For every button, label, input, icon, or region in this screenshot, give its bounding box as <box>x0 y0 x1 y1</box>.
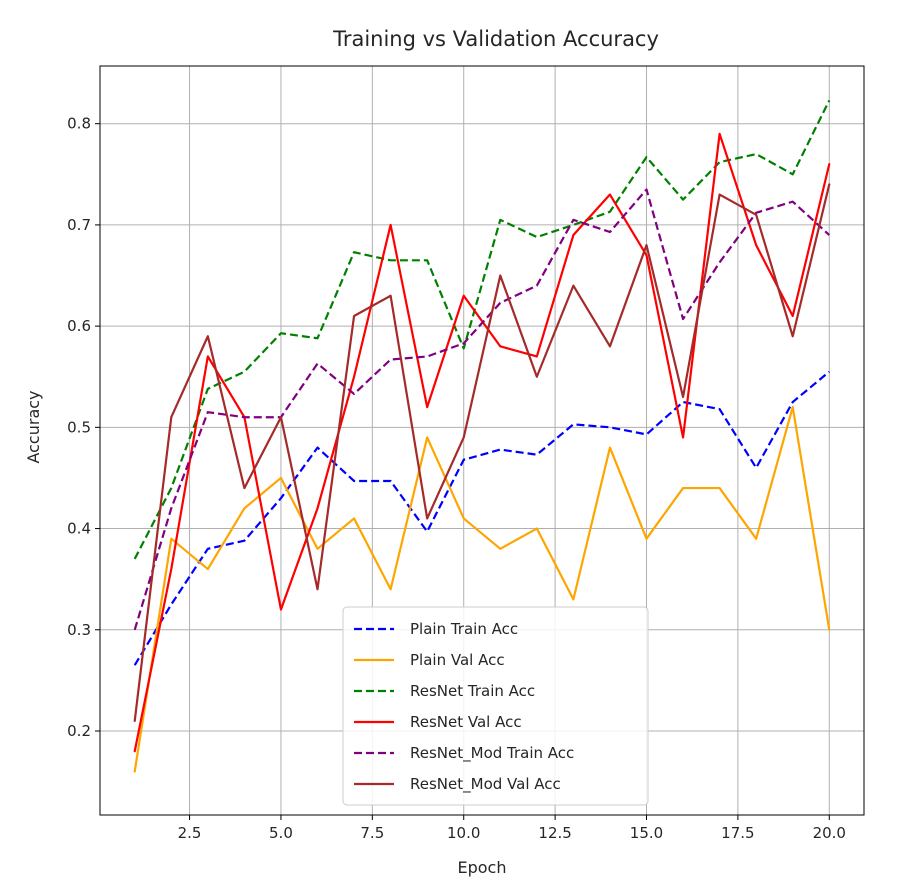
x-tick-label: 10.0 <box>447 824 480 842</box>
plot-frame <box>99 65 865 816</box>
series-line-5 <box>133 188 831 631</box>
y-tick-label: 0.3 <box>67 621 91 639</box>
plot-lines <box>133 99 831 773</box>
series-line-1 <box>133 370 830 666</box>
series-line-6 <box>133 183 831 722</box>
x-tick-label: 5.0 <box>269 824 293 842</box>
legend-label: ResNet_Mod Val Acc <box>410 775 561 794</box>
series-line-2 <box>133 405 831 773</box>
y-tick-label: 0.6 <box>67 317 91 335</box>
x-tick-label: 2.5 <box>178 824 202 842</box>
x-tick-label: 17.5 <box>721 824 754 842</box>
series-line-4 <box>133 132 831 753</box>
x-tick-label: 7.5 <box>360 824 384 842</box>
x-tick-label: 12.5 <box>538 824 571 842</box>
legend-label: Plain Val Acc <box>410 651 505 669</box>
legend: Plain Train Acc Plain Val Acc ResNet Train… <box>342 606 649 806</box>
y-tick-label: 0.8 <box>67 115 91 133</box>
x-tick-label: 20.0 <box>813 824 846 842</box>
legend-label: ResNet_Mod Train Acc <box>410 744 574 763</box>
series-line-3 <box>133 99 831 560</box>
y-tick-label: 0.4 <box>67 520 91 538</box>
legend-label: ResNet Train Acc <box>410 682 535 700</box>
x-axis-label: Epoch <box>458 858 507 877</box>
chart-title: Training vs Validation Accuracy <box>332 27 659 51</box>
legend-box <box>342 606 649 806</box>
y-tick-label: 0.2 <box>67 722 91 740</box>
y-tick-label: 0.7 <box>67 216 91 234</box>
y-tick-label: 0.5 <box>67 418 91 436</box>
axis-ticks: 2.5 5.0 7.5 10.0 12.5 15.0 17.5 20.0 0.2 0.3 0.4 0.… <box>67 115 846 842</box>
legend-label: ResNet Val Acc <box>410 713 522 731</box>
x-tick-label: 15.0 <box>630 824 663 842</box>
y-axis-label: Accuracy <box>24 390 43 463</box>
legend-label: Plain Train Acc <box>410 620 518 638</box>
